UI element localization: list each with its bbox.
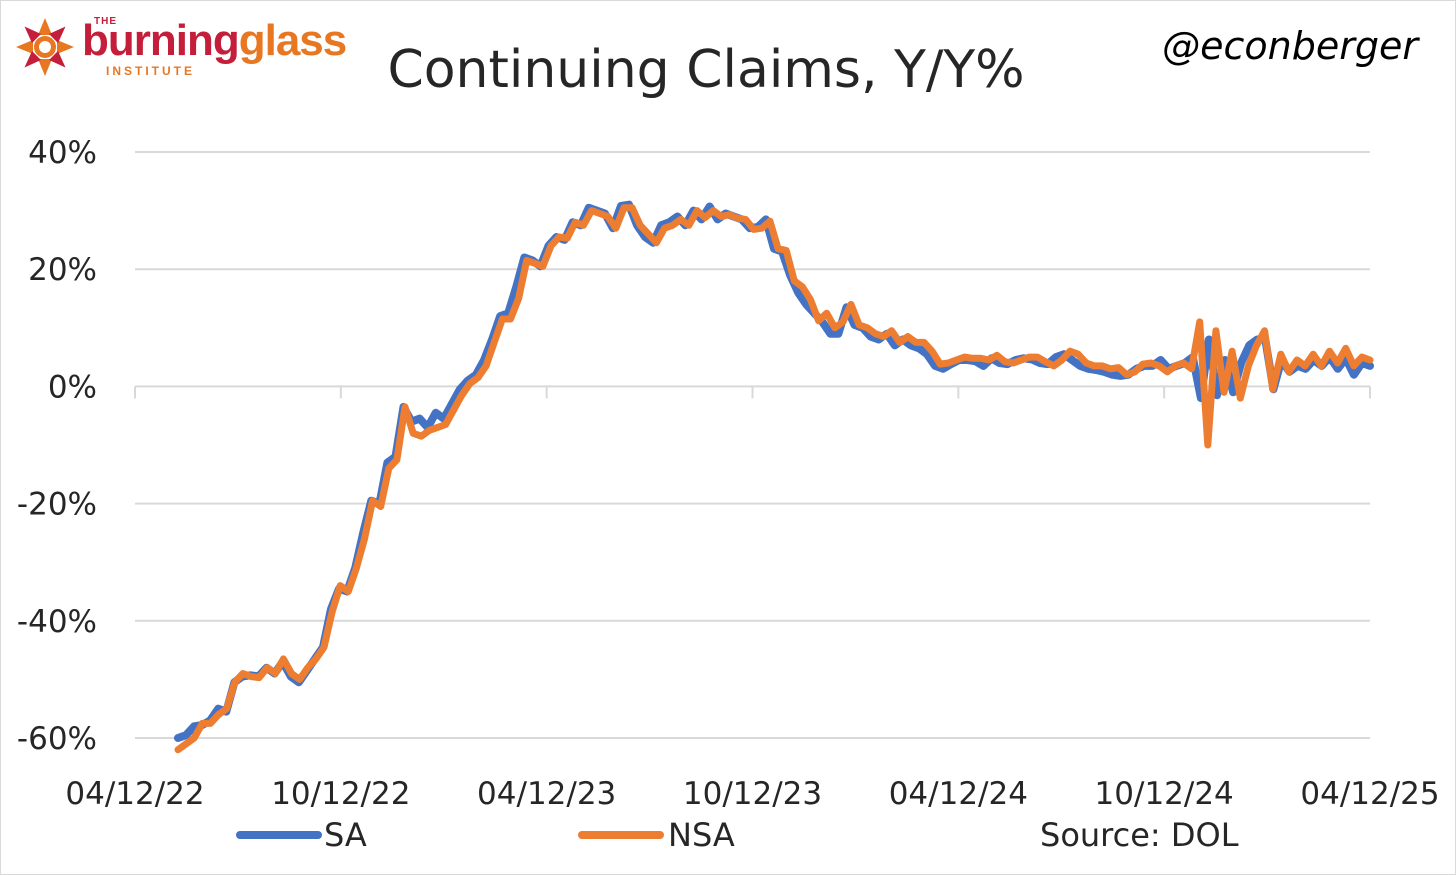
- x-tick-label: 10/12/22: [271, 776, 410, 812]
- y-tick-label: 20%: [28, 252, 97, 288]
- brand-institute: INSTITUTE: [106, 64, 195, 78]
- x-axis-ticks: 04/12/22 10/12/22 04/12/23 10/12/23 04/12/24…: [65, 386, 1440, 812]
- y-tick-label: 40%: [28, 135, 97, 171]
- series-line-nsa: [174, 204, 1374, 754]
- author-handle: @econberger: [1162, 24, 1418, 68]
- x-tick-label: 04/12/23: [477, 776, 616, 812]
- x-tick-label: 10/12/23: [683, 776, 822, 812]
- y-tick-label: -40%: [17, 604, 97, 640]
- y-tick-label: -60%: [17, 721, 97, 757]
- brand-wordmark: burningglass: [82, 16, 348, 66]
- y-tick-label: -20%: [17, 487, 97, 523]
- series-lines: [174, 200, 1374, 754]
- y-axis-ticks: -60% -40% -20% 0% 20% 40%: [17, 135, 97, 757]
- source-note: Source: DOL: [1040, 816, 1239, 854]
- x-tick-label: 04/12/22: [65, 776, 204, 812]
- chart-title: Continuing Claims, Y/Y%: [387, 40, 1025, 100]
- burning-glass-logo: THE burningglass INSTITUTE: [14, 12, 347, 82]
- series-line-sa: [174, 200, 1374, 742]
- brand-the: THE: [94, 16, 117, 27]
- legend: SA NSA: [236, 816, 735, 854]
- sun-logo-icon: [16, 18, 74, 76]
- legend-sa-label: SA: [324, 816, 367, 854]
- brand-word-burning: burning: [82, 16, 240, 65]
- legend-nsa-label: NSA: [668, 816, 735, 854]
- x-tick-label: 04/12/24: [889, 776, 1028, 812]
- y-tick-label: 0%: [48, 369, 97, 405]
- x-tick-label: 10/12/24: [1095, 776, 1234, 812]
- x-tick-label: 04/12/25: [1300, 776, 1439, 812]
- brand-word-glass: glass: [238, 16, 348, 65]
